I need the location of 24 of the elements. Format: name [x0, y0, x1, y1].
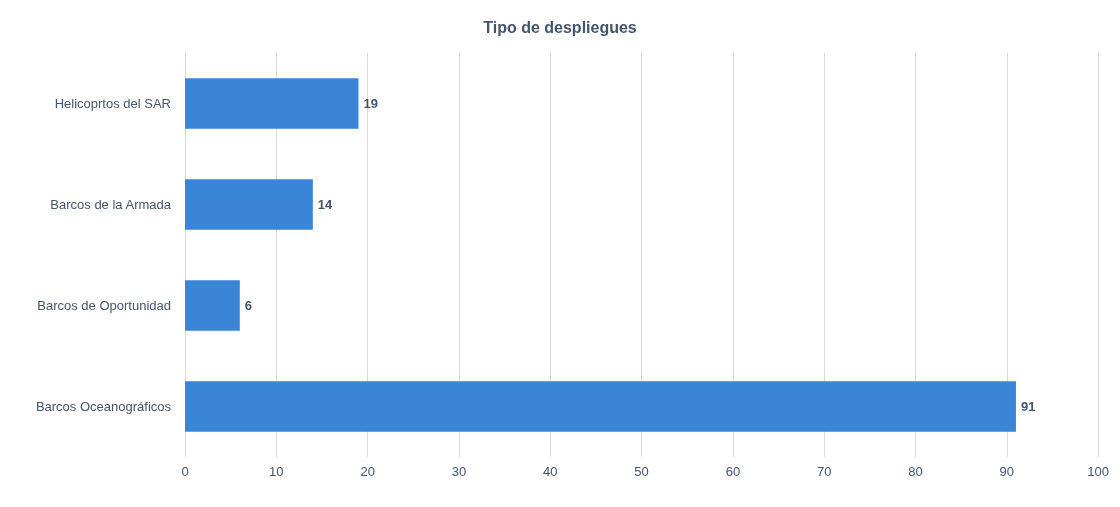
y-tick-label: Barcos de la Armada — [50, 197, 172, 212]
x-tick-label: 100 — [1087, 464, 1110, 479]
x-tick-label: 0 — [181, 464, 189, 479]
bar — [185, 179, 313, 230]
data-label: 6 — [244, 298, 253, 313]
data-label: 19 — [363, 96, 378, 111]
x-tick-label: 40 — [543, 464, 558, 479]
x-tick-label: 50 — [634, 464, 649, 479]
bar — [185, 78, 359, 129]
data-label: 14 — [317, 197, 334, 212]
bar — [185, 280, 240, 331]
x-tick-label: 30 — [451, 464, 467, 479]
x-tick-label: 20 — [360, 464, 375, 479]
chart-title: Tipo de despliegues — [483, 18, 637, 36]
bar — [185, 381, 1016, 432]
x-tick-label: 80 — [908, 464, 923, 479]
y-tick-label: Barcos Oceanográficos — [35, 399, 172, 414]
y-tick-label: Barcos de Oportunidad — [37, 298, 171, 313]
x-tick-label: 70 — [816, 464, 832, 479]
x-tick-label: 90 — [999, 464, 1015, 479]
x-tick-label: 10 — [269, 464, 284, 479]
x-tick-label: 60 — [725, 464, 741, 479]
y-tick-label: Helicoprtos del SAR — [54, 96, 171, 111]
data-label: 91 — [1020, 399, 1036, 414]
